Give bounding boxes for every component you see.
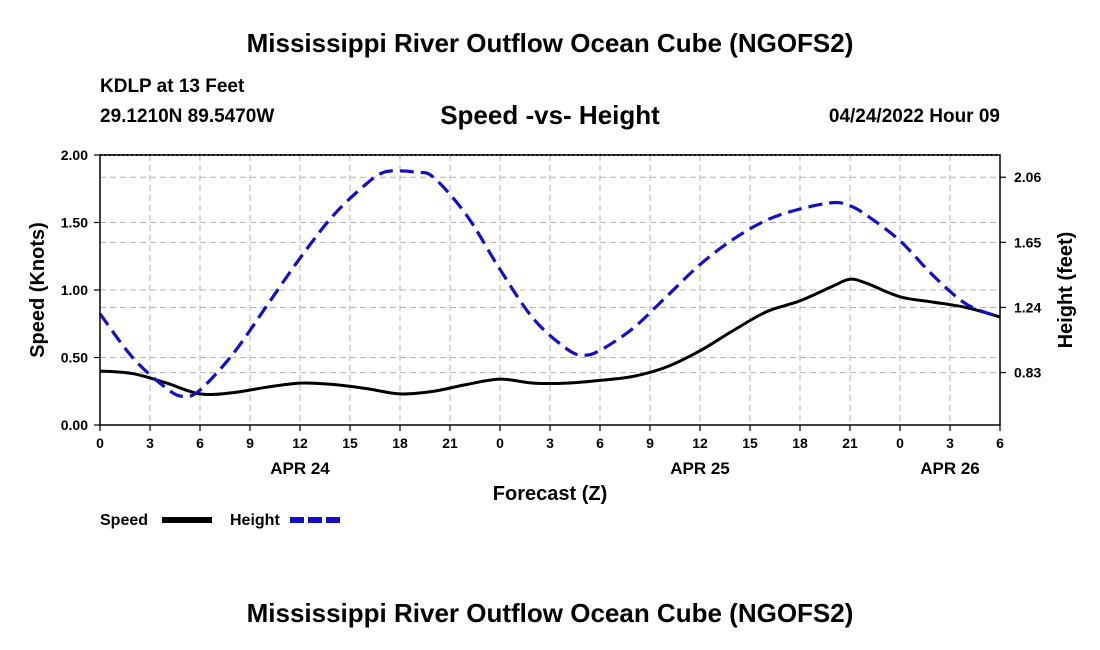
y-tick-label: 0.50 xyxy=(61,350,88,366)
x-tick-label: 21 xyxy=(842,435,858,451)
legend: Speed Height xyxy=(100,512,342,529)
x-tick-label: 21 xyxy=(442,435,458,451)
x-tick-label: 18 xyxy=(392,435,408,451)
x-tick-label: 15 xyxy=(342,435,358,451)
x-tick-label: 0 xyxy=(96,435,104,451)
y2-tick-label: 1.65 xyxy=(1014,234,1041,250)
x-tick-label: 9 xyxy=(246,435,254,451)
chart-title: Speed -vs- Height xyxy=(440,100,660,130)
ticks-layer: 0 3 6 9 12 15 18 21 0 3 6 9 12 15 18 21 0 3 6 0.00 0.50 1.00 1… xyxy=(61,147,1042,478)
y-tick-label: 2.00 xyxy=(61,147,88,163)
legend-speed-label: Speed xyxy=(100,512,148,529)
main-title: Mississippi River Outflow Ocean Cube (NG… xyxy=(246,28,854,58)
speed-series-line xyxy=(99,277,1001,397)
x-date-label: APR 24 xyxy=(270,459,330,478)
x-tick-label: 3 xyxy=(946,435,954,451)
x-tick-label: 6 xyxy=(596,435,604,451)
x-tick-label: 6 xyxy=(196,435,204,451)
station-name: KDLP at 13 Feet xyxy=(100,76,245,97)
series-layer xyxy=(98,169,1001,399)
x-tick-label: 12 xyxy=(692,435,708,451)
y-tick-label: 1.50 xyxy=(61,215,88,231)
legend-height-label: Height xyxy=(230,512,280,529)
y-axis-label: Speed (Knots) xyxy=(27,222,49,358)
x-tick-label: 3 xyxy=(546,435,554,451)
grid-layer xyxy=(100,155,1000,425)
station-coordinates: 29.1210N 89.5470W xyxy=(100,106,275,127)
y2-tick-label: 0.83 xyxy=(1014,365,1041,381)
x-date-label: APR 26 xyxy=(920,459,980,478)
y-tick-label: 0.00 xyxy=(61,417,88,433)
x-axis-label: Forecast (Z) xyxy=(493,483,607,505)
y2-tick-label: 2.06 xyxy=(1014,169,1041,185)
x-tick-label: 3 xyxy=(146,435,154,451)
x-tick-label: 12 xyxy=(292,435,308,451)
x-tick-label: 15 xyxy=(742,435,758,451)
footer-title: Mississippi River Outflow Ocean Cube (NG… xyxy=(246,598,854,628)
y2-axis-label: Height (feet) xyxy=(1055,232,1077,349)
x-tick-label: 0 xyxy=(896,435,904,451)
x-date-label: APR 25 xyxy=(670,459,730,478)
x-tick-label: 9 xyxy=(646,435,654,451)
chart-datetime: 04/24/2022 Hour 09 xyxy=(828,106,1000,127)
x-tick-label: 18 xyxy=(792,435,808,451)
x-tick-label: 6 xyxy=(996,435,1004,451)
y2-tick-label: 1.24 xyxy=(1014,299,1041,315)
x-tick-label: 0 xyxy=(496,435,504,451)
y-tick-label: 1.00 xyxy=(61,282,88,298)
